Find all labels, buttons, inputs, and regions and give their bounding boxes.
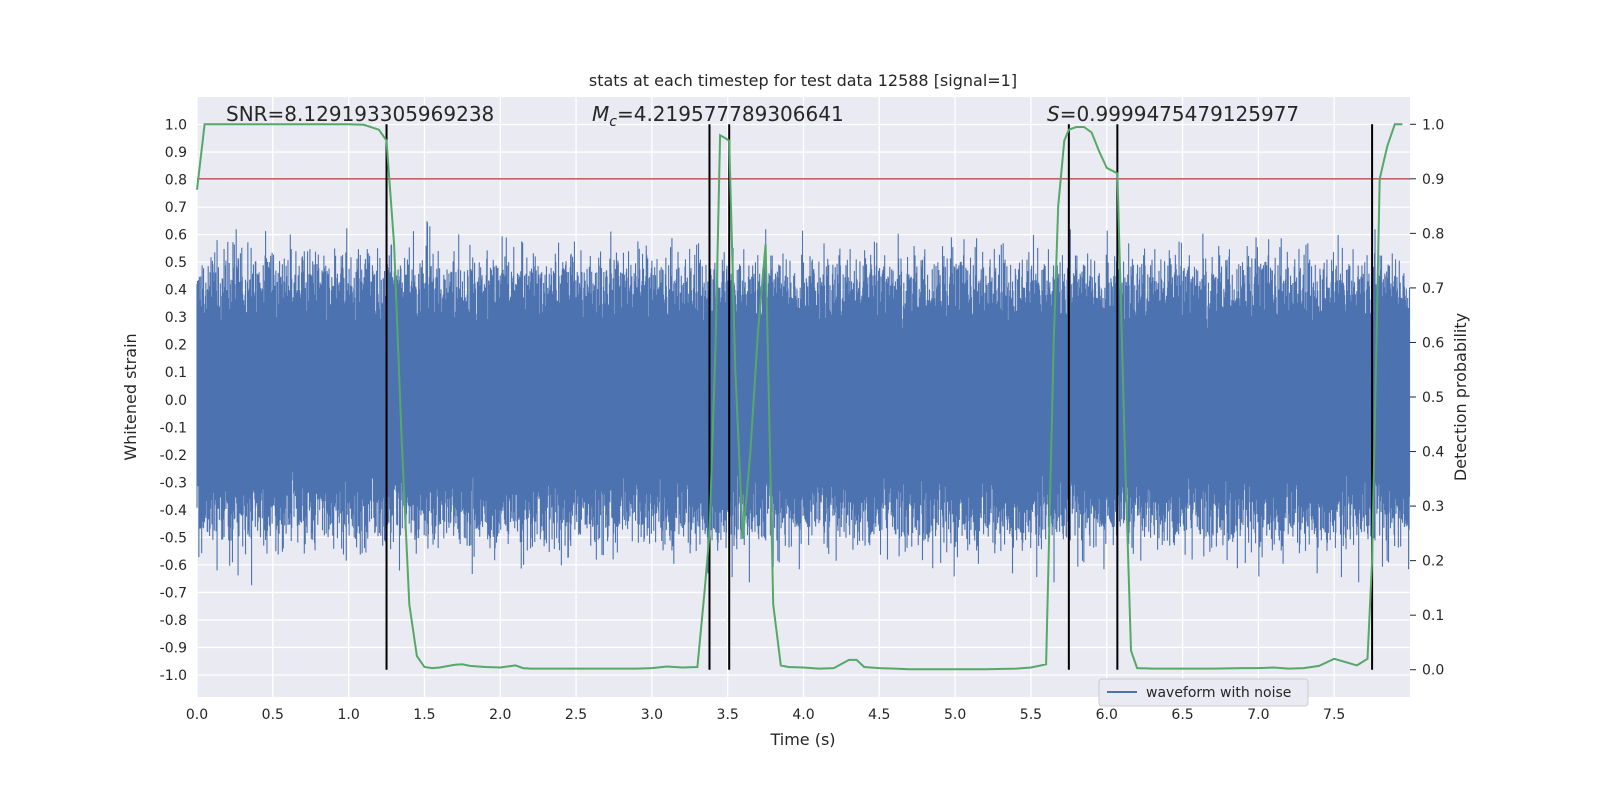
left-y-tick-label: 1.0 (165, 118, 187, 134)
left-y-tick-label: -0.9 (160, 640, 187, 656)
x-tick-label: 5.5 (1020, 707, 1042, 723)
legend: waveform with noise (1098, 678, 1309, 707)
right-y-axis-ticks: 1.0 0.9 0.8 0.7 0.6 0.5 0.4 0.3 0.2 0.1 0.0 (1410, 117, 1444, 679)
right-y-tick-label: 0.7 (1422, 281, 1444, 297)
left-y-axis-ticks: 1.0 0.9 0.8 0.7 0.6 0.5 0.4 0.3 0.2 0.1 0.0 -0.1 -0.… (160, 118, 187, 684)
left-y-tick-label: 0.2 (165, 338, 187, 354)
left-y-tick-label: 0.9 (165, 145, 187, 161)
x-tick-label: 3.5 (717, 707, 739, 723)
right-y-tick-label: 0.6 (1422, 335, 1444, 351)
chirp-mass-symbol: M (592, 102, 609, 126)
left-y-tick-label: 0.4 (165, 283, 187, 299)
x-tick-label: 3.0 (641, 707, 663, 723)
right-y-tick-label: 0.5 (1422, 390, 1444, 406)
x-tick-label: 4.5 (868, 707, 890, 723)
x-tick-label: 7.5 (1323, 707, 1345, 723)
right-y-tick-label: 0.9 (1422, 172, 1444, 188)
legend-box (1098, 678, 1309, 707)
left-y-tick-label: 0.8 (165, 173, 187, 189)
left-y-tick-label: 0.7 (165, 200, 187, 216)
left-y-tick-label: 0.3 (165, 310, 187, 326)
left-y-tick-label: -1.0 (160, 668, 187, 684)
left-y-tick-label: -0.3 (160, 475, 187, 491)
x-tick-label: 6.5 (1171, 707, 1193, 723)
chirp-mass-value: =4.219577789306641 (617, 102, 844, 126)
left-y-tick-label: -0.7 (160, 585, 187, 601)
x-tick-label: 1.0 (337, 707, 359, 723)
x-tick-label: 1.5 (413, 707, 435, 723)
right-y-tick-label: 0.3 (1422, 499, 1444, 515)
left-y-tick-label: -0.2 (160, 448, 187, 464)
significance-value: =0.9999475479125977 (1060, 102, 1299, 126)
left-y-tick-label: -0.8 (160, 613, 187, 629)
left-y-tick-label: 0.6 (165, 228, 187, 244)
x-axis-label: Time (s) (769, 730, 835, 749)
vertical-markers (385, 124, 1374, 670)
right-y-tick-label: 0.0 (1422, 663, 1444, 679)
legend-label: waveform with noise (1146, 685, 1291, 701)
x-tick-label: 7.0 (1247, 707, 1269, 723)
x-tick-label: 0.5 (262, 707, 284, 723)
chirp-mass-subscript: c (609, 114, 617, 130)
left-y-tick-label: -0.1 (160, 420, 187, 436)
right-y-tick-label: 0.4 (1422, 445, 1444, 461)
x-tick-label: 0.0 (186, 707, 208, 723)
x-tick-label: 2.5 (565, 707, 587, 723)
x-tick-label: 2.0 (489, 707, 511, 723)
right-y-tick-label: 0.1 (1422, 608, 1444, 624)
x-tick-label: 4.0 (792, 707, 814, 723)
chart-title: stats at each timestep for test data 125… (589, 71, 1017, 90)
chirp-mass-annotation: Mc=4.219577789306641 (592, 102, 844, 130)
left-y-tick-label: -0.6 (160, 558, 187, 574)
right-y-axis-label: Detection probability (1451, 313, 1470, 481)
snr-annotation: SNR=8.129193305969238 (226, 102, 494, 126)
x-tick-label: 6.0 (1096, 707, 1118, 723)
detection-probability-line (196, 123, 1403, 671)
right-y-tick-label: 0.8 (1422, 226, 1444, 242)
right-y-tick-label: 0.2 (1422, 554, 1444, 570)
left-y-tick-label: 0.0 (165, 393, 187, 409)
left-y-tick-label: 0.5 (165, 255, 187, 271)
left-y-tick-label: -0.4 (160, 503, 187, 519)
significance-symbol: S (1047, 102, 1060, 126)
right-y-tick-label: 1.0 (1422, 117, 1444, 133)
left-y-axis-label: Whitened strain (121, 333, 140, 460)
significance-annotation: S=0.9999475479125977 (1047, 102, 1299, 126)
left-y-tick-label: -0.5 (160, 530, 187, 546)
x-tick-label: 5.0 (944, 707, 966, 723)
x-axis-ticks: 0.0 0.5 1.0 1.5 2.0 2.5 3.0 3.5 4.0 4.5 5.0 5.5 6.0 6… (186, 707, 1345, 723)
left-y-tick-label: 0.1 (165, 365, 187, 381)
